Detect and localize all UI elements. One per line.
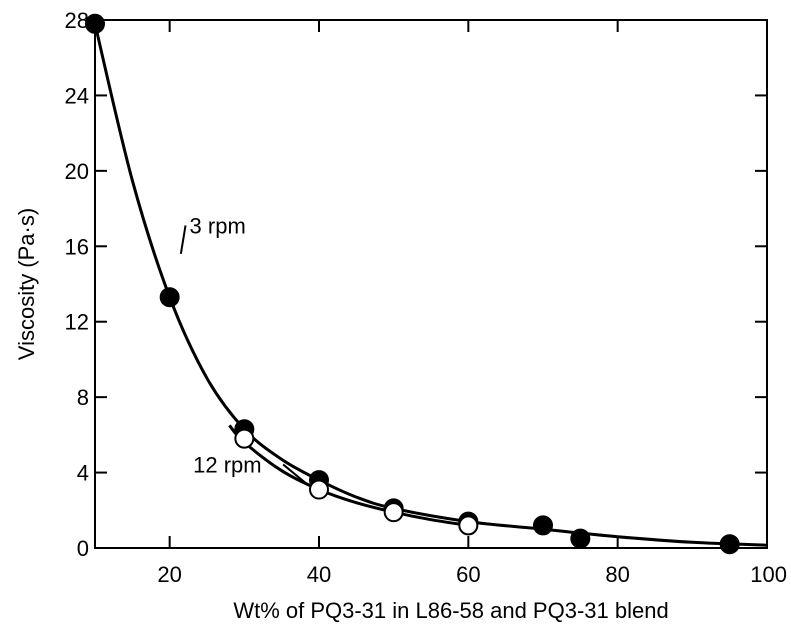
annotations-layer: 3 rpm 12 rpm	[179, 213, 309, 486]
data-point-3-rpm	[533, 515, 553, 536]
data-point-3-rpm	[719, 534, 740, 555]
data-point-12-rpm	[458, 515, 479, 536]
axis-ticks-layer: 0 4 8 12 16 20 24 28 20 40 60 80 100	[65, 8, 787, 587]
x-tick-label: 40	[307, 562, 331, 587]
annotation-3rpm: 3 rpm	[190, 213, 246, 238]
x-tick-label: 100	[750, 562, 787, 587]
y-tick-label: 28	[65, 8, 89, 33]
y-tick-label: 24	[65, 83, 89, 108]
data-point-3-rpm	[570, 528, 591, 549]
y-tick-label: 4	[77, 461, 89, 486]
x-tick-label: 20	[157, 562, 181, 587]
y-tick-label: 8	[77, 385, 89, 410]
y-tick-label: 12	[65, 310, 89, 335]
x-tick-label: 60	[456, 562, 480, 587]
data-point-3-rpm	[85, 13, 105, 34]
data-point-12-rpm	[234, 428, 255, 449]
x-tick-label: 80	[605, 562, 629, 587]
annotation-12rpm: 12 rpm	[193, 452, 261, 477]
data-point-12-rpm	[383, 502, 404, 523]
plot-frame	[94, 19, 768, 549]
y-tick-label: 0	[77, 536, 89, 561]
y-tick-label: 20	[65, 159, 89, 184]
curve-12-rpm	[228, 424, 469, 527]
y-tick-label: 16	[65, 234, 89, 259]
data-point-12-rpm	[309, 479, 329, 500]
markers-layer	[85, 13, 740, 555]
plot-frame-layer	[94, 19, 768, 549]
annotation-12rpm-leader	[282, 463, 309, 486]
data-point-3-rpm	[159, 287, 180, 308]
annotation-3rpm-leader	[179, 225, 187, 254]
x-axis-label: Wt% of PQ3-31 in L86-58 and PQ3-31 blend	[233, 598, 668, 623]
y-axis-label: Viscosity (Pa·s)	[14, 208, 39, 360]
